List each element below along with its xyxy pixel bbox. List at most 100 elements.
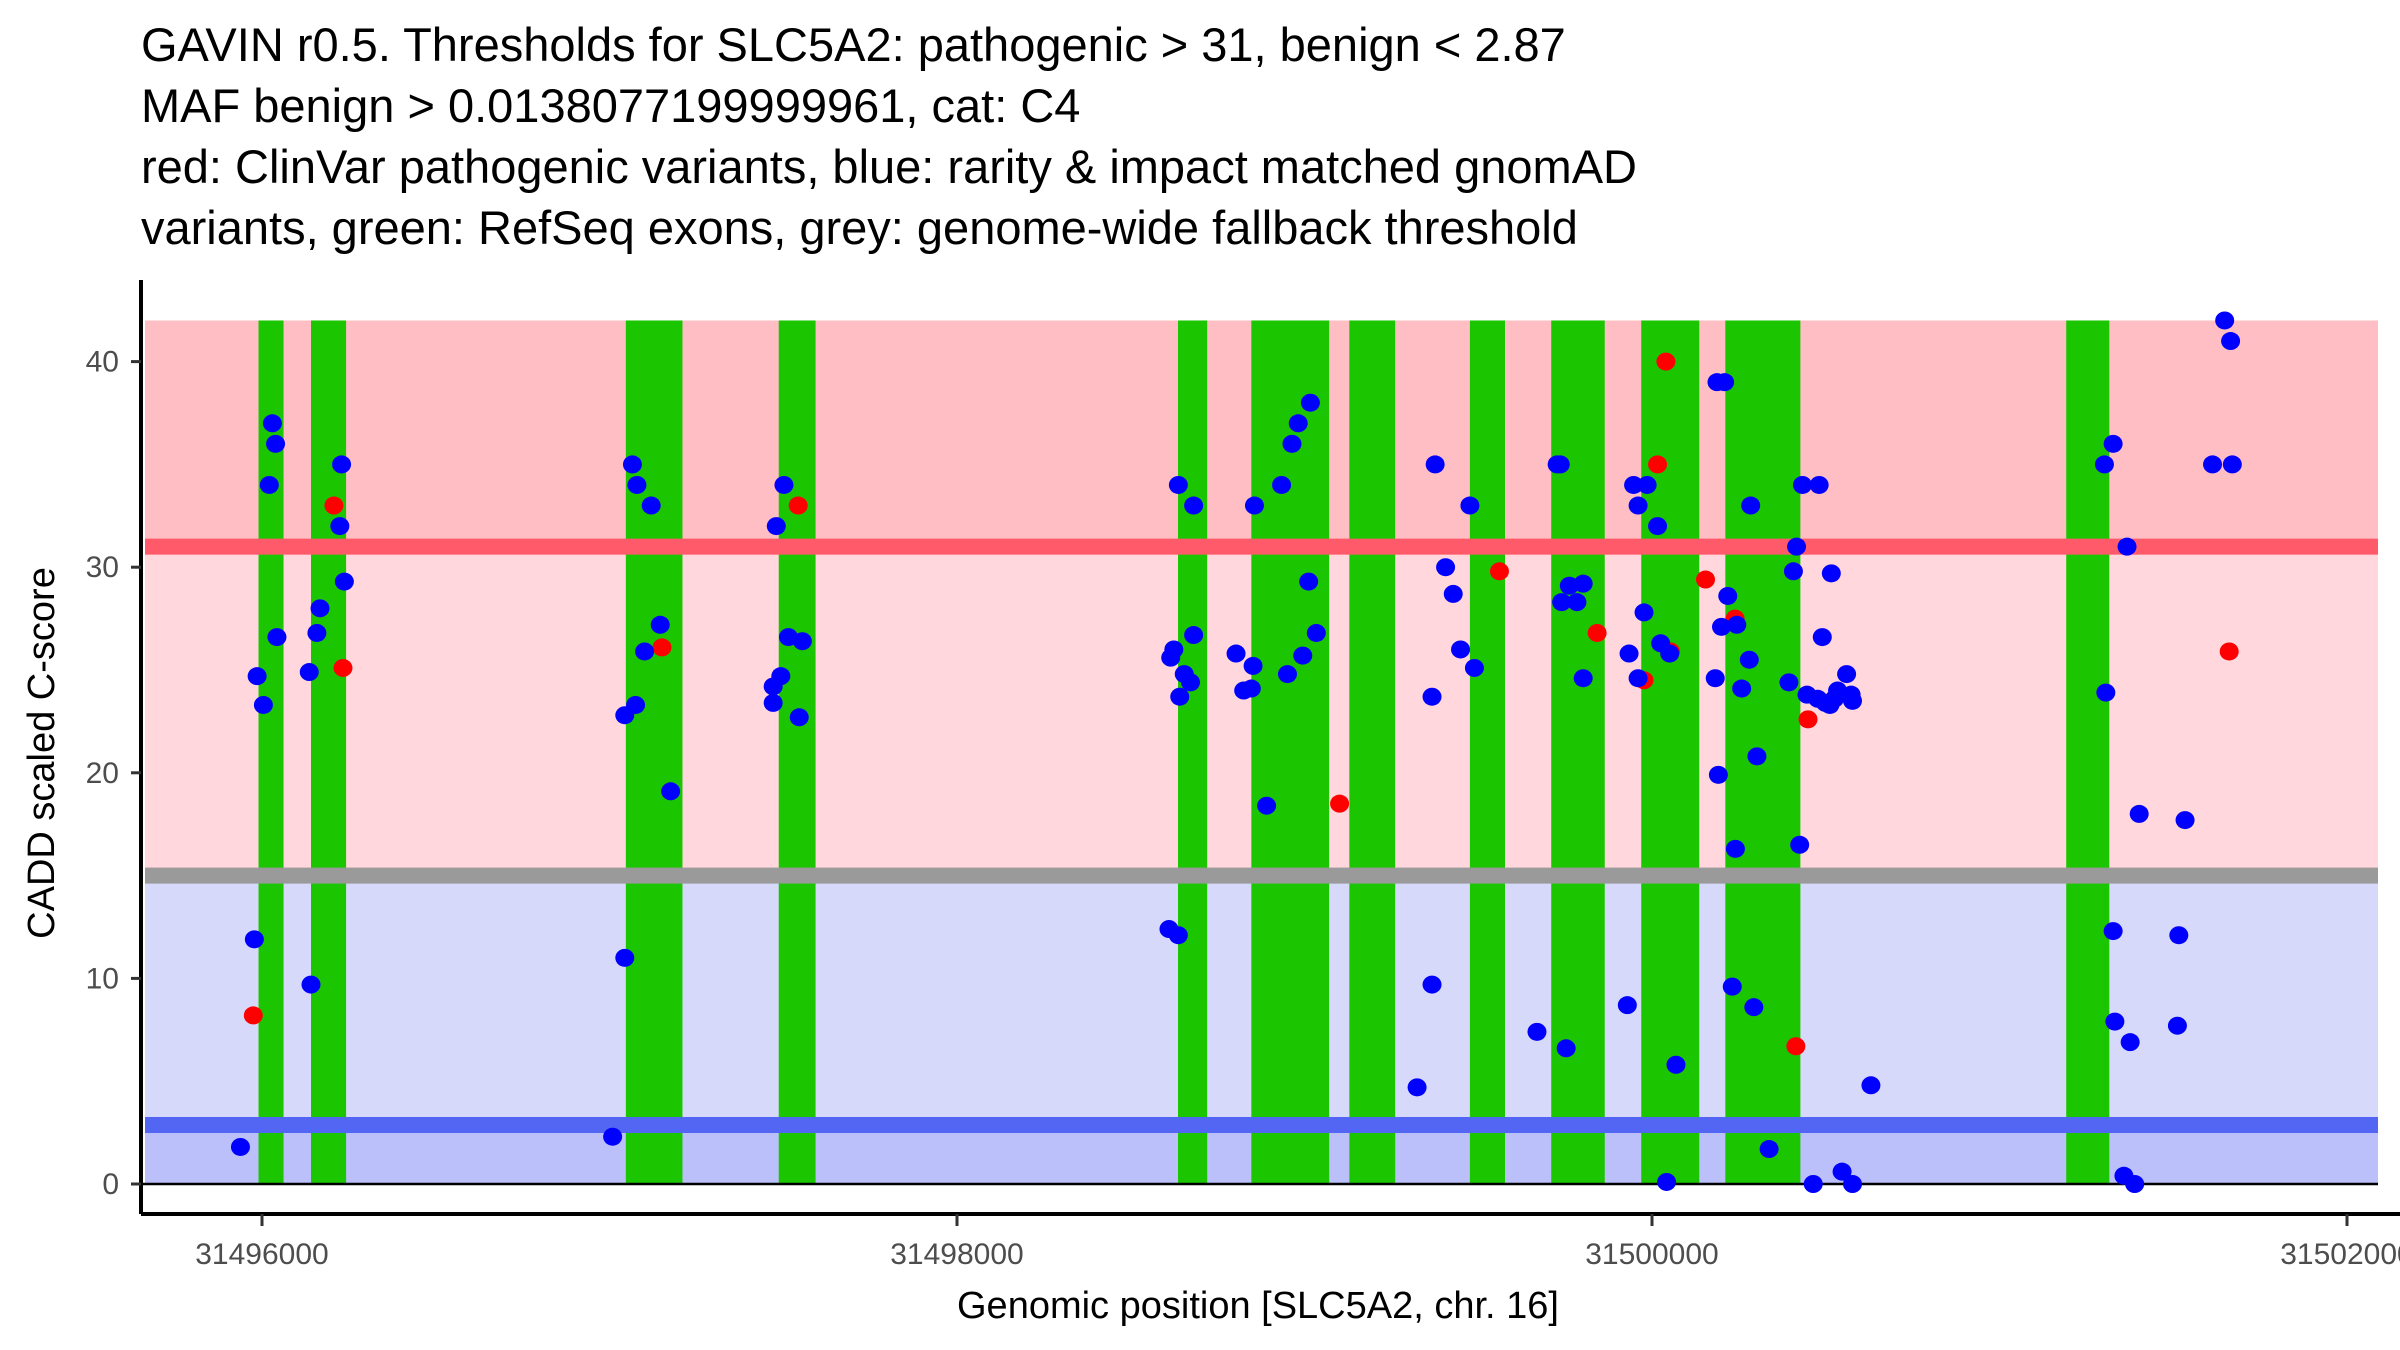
gnomad-point [1628, 496, 1648, 515]
gnomad-point [1184, 496, 1204, 515]
exon-region [1349, 320, 1396, 1185]
gnomad-point [661, 782, 681, 801]
gnomad-point [332, 455, 352, 474]
gnomad-point [259, 475, 279, 494]
gnomad-point [266, 434, 286, 453]
gnomad-point [1624, 475, 1644, 494]
gnomad-point [1657, 1172, 1677, 1191]
gnomad-point [1170, 687, 1190, 706]
gnomad-point [1660, 644, 1680, 663]
gnomad-point [1184, 626, 1204, 645]
fallback-threshold-line [145, 867, 2378, 884]
x-tick-label: 31496000 [195, 1238, 328, 1271]
title-line-4: variants, green: RefSeq exons, grey: gen… [141, 201, 1578, 254]
gnomad-point [1464, 658, 1484, 677]
gnomad-point [1168, 926, 1188, 945]
exon-region [1469, 320, 1506, 1185]
gnomad-point [1803, 1175, 1823, 1193]
clinvar-point [1696, 570, 1716, 589]
clinvar-point [1798, 710, 1818, 729]
gnomad-point [774, 475, 794, 494]
gnomad-point [1821, 564, 1841, 583]
gnomad-point [1567, 593, 1587, 612]
gnomad-point [1747, 747, 1767, 766]
gnomad-point [1628, 669, 1648, 688]
gnomad-point [1241, 679, 1261, 698]
y-tick-label: 10 [86, 962, 119, 995]
gnomad-point [1443, 584, 1463, 603]
gnomad-point [1718, 586, 1738, 605]
clinvar-point [1330, 794, 1350, 813]
chart-title: GAVIN r0.5. Thresholds for SLC5A2: patho… [141, 14, 1637, 258]
gnomad-point [1809, 475, 1829, 494]
gnomad-point [1573, 669, 1593, 688]
gnomad-point [1744, 998, 1764, 1017]
clinvar-point [1786, 1037, 1806, 1056]
gnomad-point [2117, 537, 2137, 556]
gnomad-point [2094, 455, 2114, 474]
gnomad-point [2120, 1033, 2140, 1052]
gnomad-point [2103, 434, 2123, 453]
clinvar-point [1656, 352, 1676, 371]
gnomad-point [1168, 475, 1188, 494]
exon-region [1178, 320, 1208, 1185]
gnomad-point [1244, 496, 1264, 515]
gnomad-point [1727, 615, 1747, 634]
gnomad-point [253, 695, 273, 714]
gnomad-point [766, 517, 786, 536]
gnomad-point [1792, 475, 1812, 494]
exon-region [2066, 320, 2110, 1185]
title-line-2: MAF benign > 0.0138077199999961, cat: C4 [141, 79, 1081, 132]
gnomad-point [301, 975, 321, 994]
gnomad-point [626, 695, 646, 714]
gnomad-point [789, 708, 809, 727]
gnomad-point [1552, 593, 1572, 612]
x-tick-label: 31498000 [890, 1238, 1023, 1271]
gnomad-point [1861, 1076, 1881, 1095]
gnomad-point [1779, 673, 1799, 692]
exon-region [625, 320, 683, 1185]
gnomad-point [1288, 414, 1308, 433]
gnomad-point [2125, 1175, 2145, 1193]
gnomad-point [1277, 665, 1297, 684]
gnomad-point [1648, 517, 1668, 536]
clinvar-point [243, 1006, 263, 1025]
data-points [230, 311, 2242, 1193]
gnomad-point [1436, 558, 1456, 577]
gnomad-point [1708, 765, 1728, 784]
gnomad-point [1556, 1039, 1576, 1058]
gnomad-point [650, 615, 670, 634]
gnomad-point [1573, 574, 1593, 593]
gnomad-point [1527, 1022, 1547, 1041]
gnomad-point [330, 517, 350, 536]
gnomad-series [230, 311, 2242, 1193]
gnomad-point [1812, 628, 1832, 647]
clinvar-point [2219, 642, 2239, 661]
gnomad-point [2169, 926, 2189, 945]
clinvar-point [1489, 562, 1509, 581]
clinvar-point [652, 638, 672, 657]
gnomad-point [1272, 475, 1292, 494]
gnomad-point [1226, 644, 1246, 663]
x-tick-label: 31500000 [1585, 1238, 1718, 1271]
gnomad-point [1837, 665, 1857, 684]
x-tick-label: 31502000 [2280, 1238, 2400, 1271]
gnomad-point [1559, 576, 1579, 595]
gnomad-point [1712, 617, 1731, 636]
gnomad-point [1422, 687, 1442, 706]
gnomad-point [615, 948, 635, 967]
gnomad-point [1739, 650, 1759, 669]
clinvar-point [1587, 623, 1607, 642]
gnomad-point [2222, 455, 2242, 474]
gnomad-point [1715, 373, 1735, 392]
gnomad-point [792, 632, 812, 651]
gnomad-point [1550, 455, 1570, 474]
gnomad-point [1634, 603, 1654, 622]
clinvar-point [324, 496, 344, 515]
gnomad-point [262, 414, 282, 433]
clinvar-point [333, 658, 353, 677]
gnomad-point [1619, 644, 1639, 663]
gnomad-point [2129, 804, 2149, 823]
gnomad-point [1181, 673, 1201, 692]
